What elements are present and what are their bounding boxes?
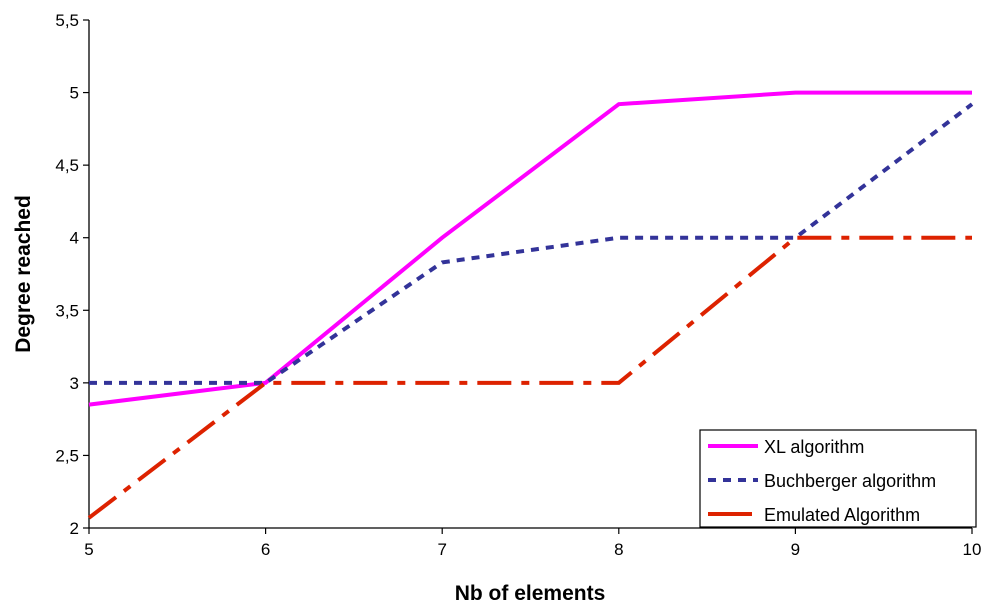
y-tick-label: 2,5 — [55, 446, 79, 465]
legend: XL algorithm Buchberger algorithm Emulated… — [699, 429, 977, 528]
x-axis-title: Nb of elements — [455, 582, 606, 605]
series-line-3 — [87, 235, 972, 520]
series-line-2 — [89, 102, 974, 385]
y-tick-label: 4 — [70, 229, 79, 248]
x-tick-label: 9 — [791, 540, 800, 559]
x-tick-label: 8 — [614, 540, 623, 559]
series-lines — [87, 90, 974, 520]
x-tick-label: 6 — [261, 540, 270, 559]
legend-label: XL algorithm — [764, 437, 864, 457]
y-tick-label: 5,5 — [55, 11, 79, 30]
legend-label: Buchberger algorithm — [764, 471, 936, 491]
axes — [88, 20, 972, 529]
series-line-1 — [88, 90, 972, 407]
y-tick-label: 3,5 — [55, 301, 79, 320]
axis-titles: Nb of elements Degree reached — [12, 195, 605, 605]
axis-ticks: 2 2,5 3 3,5 4 4,5 5 5,5 5 6 7 8 9 10 — [55, 11, 981, 559]
y-tick-label: 4,5 — [55, 156, 79, 175]
x-tick-label: 7 — [437, 540, 446, 559]
y-tick-label: 3 — [70, 374, 79, 393]
legend-label: Emulated Algorithm — [764, 505, 920, 525]
y-axis-title: Degree reached — [12, 195, 35, 353]
y-tick-label: 5 — [70, 84, 79, 103]
x-tick-label: 10 — [963, 540, 982, 559]
x-tick-label: 5 — [84, 540, 93, 559]
y-tick-label: 2 — [70, 519, 79, 538]
